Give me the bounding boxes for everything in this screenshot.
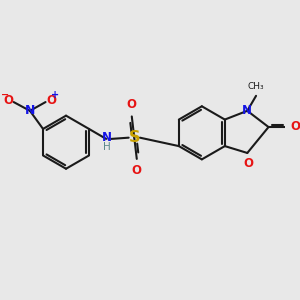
Text: N: N [242,104,252,117]
Text: N: N [25,104,35,117]
Text: O: O [127,98,137,111]
Text: O: O [290,120,300,133]
Text: H: H [103,142,110,152]
Text: N: N [101,131,112,144]
Text: O: O [3,94,13,107]
Text: CH₃: CH₃ [248,82,264,91]
Text: +: + [51,90,59,100]
Text: O: O [46,94,56,107]
Text: −: − [1,90,9,100]
Text: O: O [244,157,254,170]
Text: S: S [128,130,140,145]
Text: O: O [132,164,142,177]
